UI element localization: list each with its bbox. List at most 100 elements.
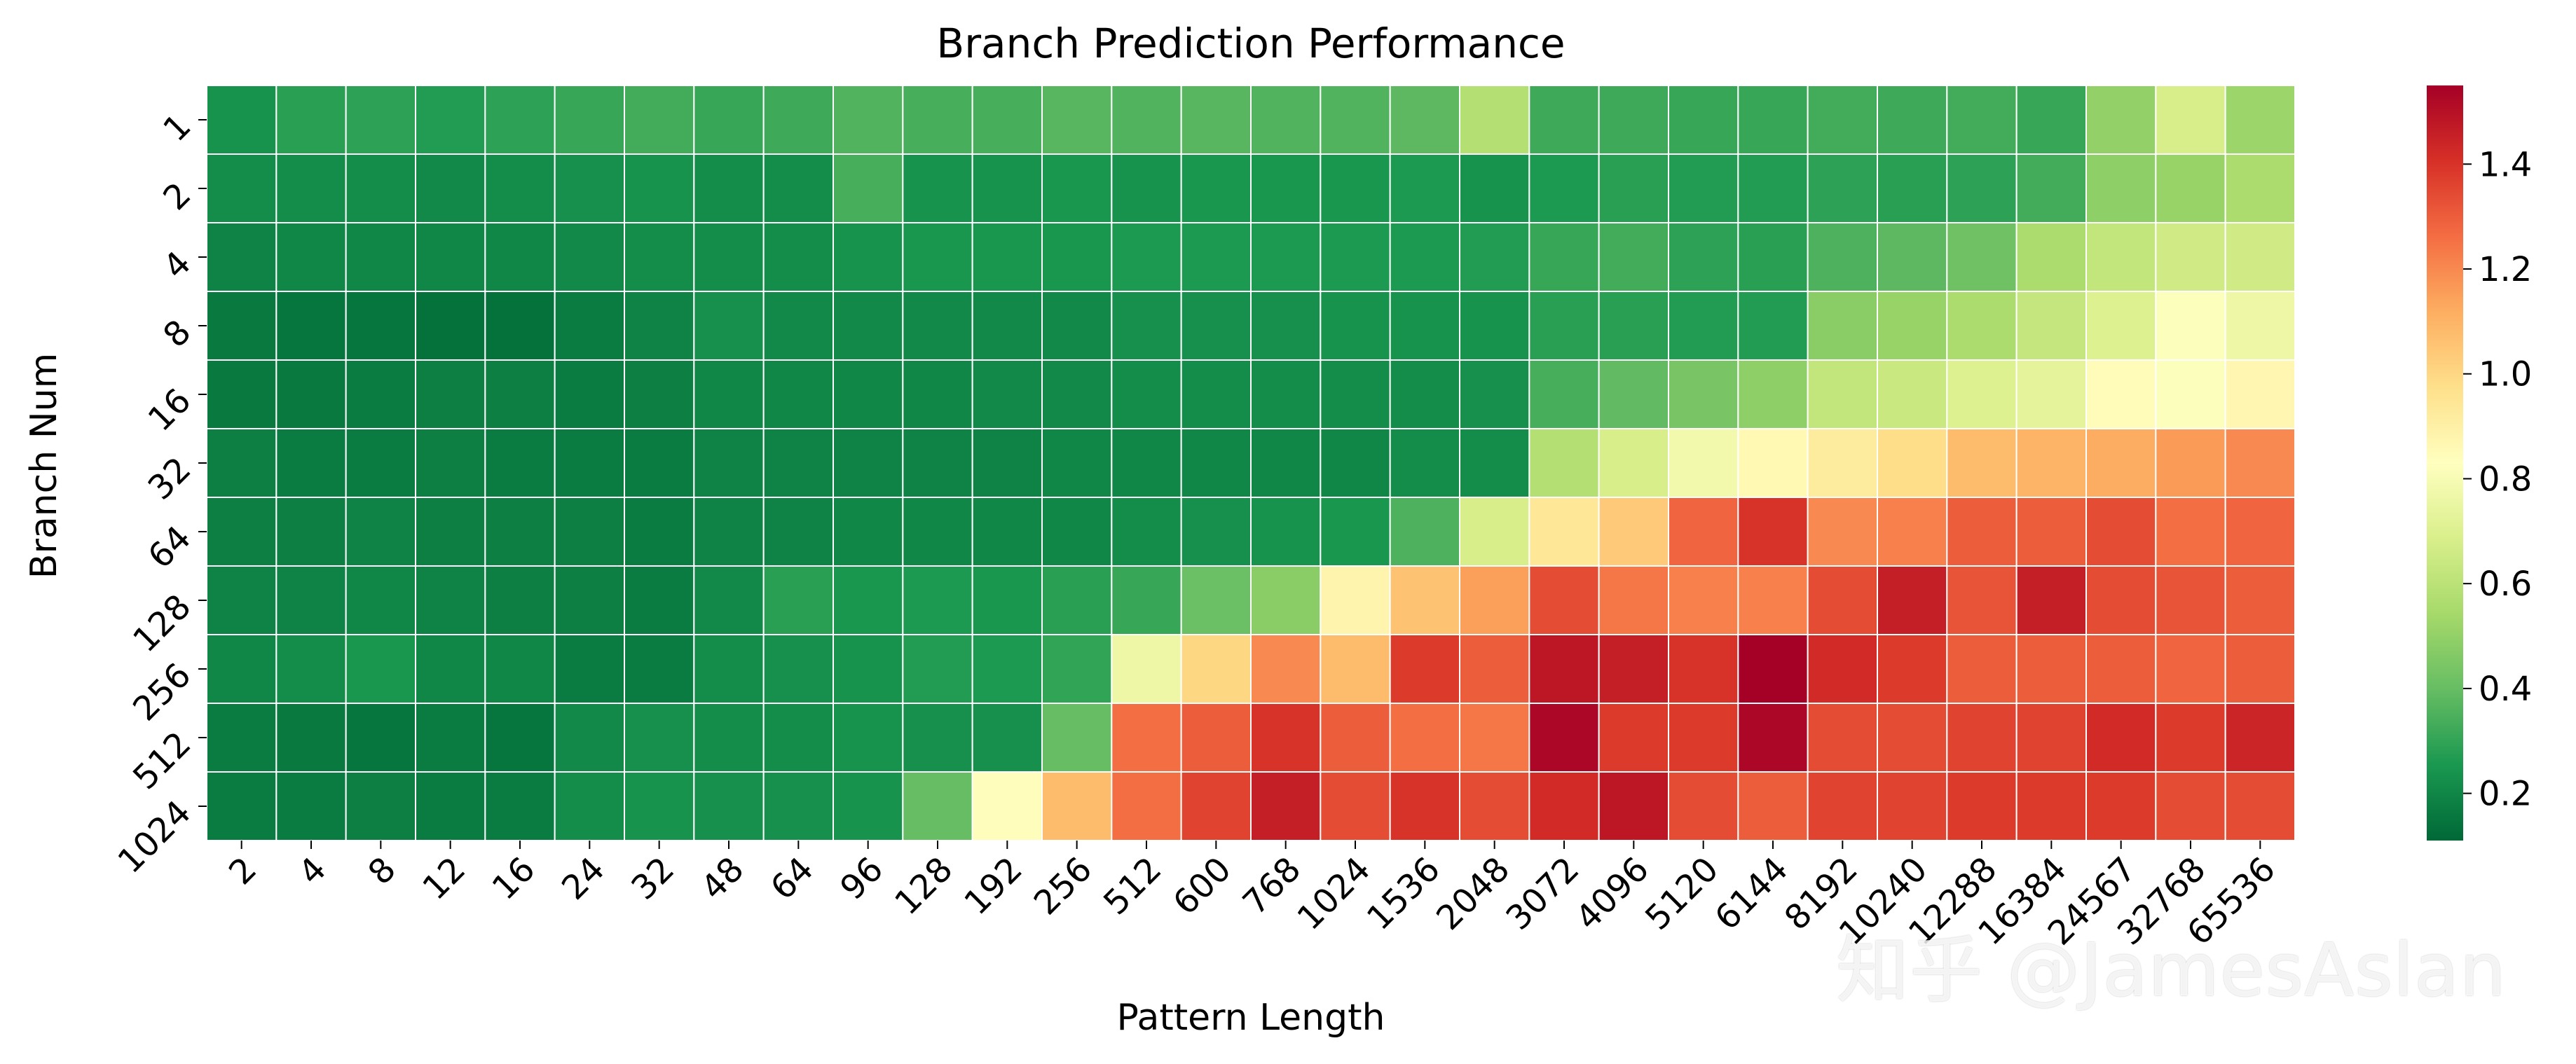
heatmap-cell [1320, 703, 1391, 773]
heatmap-cell [2224, 565, 2296, 635]
heatmap-cell [762, 85, 834, 155]
x-tick-label: 1024 [1290, 850, 1378, 938]
heatmap-cell [624, 703, 695, 773]
heatmap-cell [2085, 153, 2157, 223]
heatmap-cell [1459, 634, 1530, 704]
heatmap-cell [1528, 359, 1600, 429]
heatmap-cell [1111, 565, 1182, 635]
heatmap-cell [2224, 291, 2296, 361]
heatmap-cell [275, 497, 347, 567]
heatmap-cell [1737, 771, 1809, 841]
heatmap-cell [345, 497, 416, 567]
heatmap-cell [2085, 359, 2157, 429]
colorbar-tick-label: 0.2 [2479, 775, 2532, 814]
heatmap-cell [902, 359, 973, 429]
heatmap-cell [2015, 771, 2088, 841]
colorbar-tick-label: 0.6 [2479, 565, 2532, 604]
y-tick-label: 128 [125, 587, 198, 660]
heatmap-cell [693, 771, 765, 841]
heatmap-cell [2015, 565, 2088, 635]
heatmap-cell [1668, 291, 1739, 361]
heatmap-cell [1528, 153, 1600, 223]
heatmap-cell [693, 634, 765, 704]
heatmap-cell [1528, 565, 1600, 635]
heatmap-cell [1111, 771, 1182, 841]
heatmap-cell [1459, 771, 1530, 841]
heatmap-cell [1041, 771, 1113, 841]
heatmap-cell [624, 291, 695, 361]
heatmap-cell [1389, 703, 1460, 773]
x-tick-label: 96 [833, 850, 891, 908]
heatmap-cell [1111, 222, 1182, 292]
x-tick-label: 16 [485, 850, 543, 908]
heatmap-cell [1946, 85, 2017, 155]
heatmap-cell [624, 153, 695, 223]
heatmap-cell [275, 291, 347, 361]
heatmap-cell [1041, 565, 1113, 635]
heatmap-cell [902, 428, 973, 498]
heatmap-cell [206, 291, 278, 361]
heatmap-cell [1807, 771, 1879, 841]
x-axis-label: Pattern Length [1117, 997, 1385, 1039]
heatmap-cell [554, 497, 626, 567]
heatmap-cell [833, 291, 904, 361]
heatmap-cell [275, 359, 347, 429]
heatmap-cell [1041, 703, 1113, 773]
heatmap-cell [1250, 222, 1322, 292]
colorbar: 0.2 0.4 0.6 0.8 1.0 1.2 1.4 [2427, 85, 2532, 841]
heatmap-cell [206, 359, 278, 429]
heatmap-cell [2224, 153, 2296, 223]
x-tick-label: 256 [1027, 850, 1099, 923]
chart-title: Branch Prediction Performance [936, 20, 1565, 67]
heatmap-cell [1598, 359, 1670, 429]
heatmap-cell [1528, 85, 1600, 155]
heatmap-cell [1528, 428, 1600, 498]
heatmap-cell [415, 634, 486, 704]
y-tick-label: 16 [141, 381, 199, 439]
y-tick-label: 1 [156, 106, 198, 149]
heatmap-cell [415, 497, 486, 567]
heatmap-cell [2015, 291, 2088, 361]
x-tick-label: 1536 [1359, 850, 1448, 938]
heatmap-cell [206, 703, 278, 773]
x-tick-label: 24 [554, 850, 612, 908]
heatmap-cell [1528, 222, 1600, 292]
heatmap-cell [2155, 565, 2226, 635]
heatmap-cell [1389, 565, 1460, 635]
heatmap-cell [833, 771, 904, 841]
heatmap-cell [971, 291, 1043, 361]
heatmap-cell [2155, 85, 2226, 155]
heatmap-cell [1180, 359, 1252, 429]
heatmap-cell [1320, 565, 1391, 635]
heatmap-cell [484, 565, 556, 635]
heatmap-cell [415, 291, 486, 361]
heatmap-cell [2015, 359, 2088, 429]
heatmap-cell [1877, 565, 1948, 635]
heatmap-cell [2085, 497, 2157, 567]
heatmap-cell [1877, 497, 1948, 567]
heatmap-cell [2085, 771, 2157, 841]
heatmap-cell [1877, 359, 1948, 429]
heatmap-cell [902, 703, 973, 773]
heatmap-cell [833, 428, 904, 498]
x-tick-label: 32 [624, 850, 682, 908]
heatmap-cell [971, 771, 1043, 841]
heatmap-cell [1041, 428, 1113, 498]
heatmap-cell [1459, 222, 1530, 292]
heatmap-cell [484, 291, 556, 361]
heatmap-cell [1946, 771, 2017, 841]
heatmap-cell [1180, 428, 1252, 498]
heatmap-cell [1807, 497, 1879, 567]
heatmap-cell [1598, 85, 1670, 155]
x-tick-label: 192 [957, 850, 1029, 923]
heatmap-cell [275, 703, 347, 773]
heatmap-cell [833, 359, 904, 429]
heatmap-cell [1737, 85, 1809, 155]
heatmap-cell [1668, 771, 1739, 841]
heatmap-cell [693, 703, 765, 773]
heatmap-cell [1389, 359, 1460, 429]
heatmap-cell [345, 85, 416, 155]
heatmap-cell [1459, 153, 1530, 223]
heatmap-cell [1250, 291, 1322, 361]
